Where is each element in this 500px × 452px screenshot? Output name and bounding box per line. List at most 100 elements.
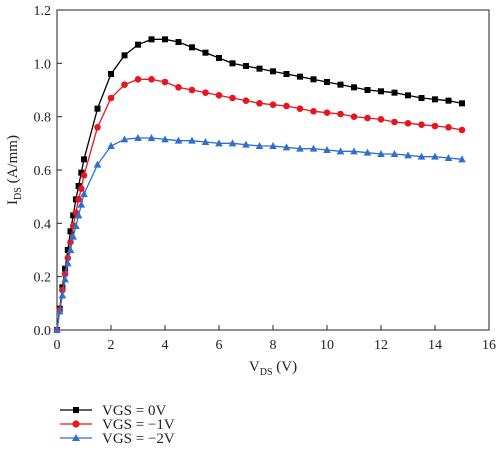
data-point bbox=[108, 71, 114, 77]
series-line-1 bbox=[56, 78, 463, 331]
data-point bbox=[350, 147, 358, 155]
data-point bbox=[458, 155, 466, 163]
data-point bbox=[74, 211, 83, 219]
data-point bbox=[391, 89, 398, 96]
series-line-0 bbox=[56, 38, 463, 331]
data-point bbox=[377, 116, 385, 123]
data-point bbox=[445, 124, 452, 131]
data-point bbox=[58, 291, 67, 299]
data-point bbox=[310, 108, 317, 115]
data-point bbox=[175, 39, 182, 45]
series-line-2 bbox=[56, 137, 463, 331]
legend-triangle-marker bbox=[72, 434, 80, 441]
data-point bbox=[134, 76, 142, 83]
x-tick-label: 6 bbox=[216, 338, 223, 353]
data-point bbox=[364, 114, 371, 122]
data-point bbox=[228, 139, 237, 147]
data-point bbox=[134, 134, 142, 141]
x-axis-title: VDS (V) bbox=[249, 359, 297, 378]
data-point bbox=[202, 49, 209, 56]
x-tick-label: 4 bbox=[162, 338, 169, 353]
data-point bbox=[364, 87, 371, 93]
data-point bbox=[62, 265, 69, 272]
data-point bbox=[337, 110, 344, 118]
legend-label-2: VGS = −2V bbox=[102, 431, 175, 447]
x-axis-title-main: V bbox=[249, 359, 260, 375]
data-point bbox=[255, 142, 264, 149]
data-point bbox=[417, 152, 426, 160]
y-tick-label: 0.0 bbox=[34, 324, 52, 339]
legend-label-1: VGS = −1V bbox=[102, 417, 175, 433]
data-point bbox=[431, 122, 439, 130]
x-tick-label: 0 bbox=[54, 338, 61, 353]
data-point bbox=[297, 73, 303, 80]
data-point bbox=[162, 36, 168, 43]
data-point bbox=[324, 79, 330, 85]
data-point bbox=[55, 307, 64, 315]
data-point bbox=[256, 65, 263, 72]
data-point bbox=[404, 120, 412, 127]
data-point bbox=[310, 76, 317, 83]
data-point bbox=[459, 100, 465, 107]
data-point bbox=[323, 146, 331, 153]
data-point bbox=[337, 81, 344, 88]
data-point bbox=[336, 147, 345, 155]
legend-circle-marker bbox=[72, 420, 80, 428]
y-tick-label: 1.2 bbox=[34, 4, 52, 19]
data-point bbox=[390, 150, 399, 157]
data-point bbox=[121, 81, 128, 88]
data-point bbox=[242, 97, 250, 104]
data-point bbox=[216, 55, 222, 61]
data-point bbox=[148, 36, 155, 43]
data-point bbox=[148, 76, 155, 83]
data-point bbox=[53, 326, 61, 333]
y-axis-title: IDS (A/mm) bbox=[5, 135, 24, 205]
x-axis-title-unit: (V) bbox=[273, 359, 298, 375]
data-point bbox=[201, 138, 210, 145]
data-point bbox=[120, 135, 129, 143]
data-point bbox=[175, 84, 182, 91]
legend-square-marker bbox=[73, 407, 79, 413]
data-point bbox=[243, 63, 249, 69]
x-tick-label: 14 bbox=[428, 338, 442, 353]
data-point bbox=[93, 160, 102, 168]
data-point bbox=[282, 143, 291, 151]
data-point bbox=[67, 228, 74, 235]
data-point bbox=[351, 84, 357, 91]
data-point bbox=[161, 135, 169, 143]
data-point bbox=[296, 105, 304, 112]
y-axis-ticks: 0.0 0.2 0.4 0.6 0.8 1.0 1.2 bbox=[34, 4, 62, 339]
y-tick-label: 1.0 bbox=[34, 57, 52, 72]
data-point bbox=[432, 96, 438, 103]
x-tick-label: 2 bbox=[108, 338, 115, 353]
data-point bbox=[188, 136, 196, 144]
series-1 bbox=[53, 76, 466, 334]
data-point bbox=[161, 78, 169, 86]
legend-entry-0: VGS = 0V bbox=[60, 403, 166, 419]
data-point bbox=[405, 92, 411, 99]
data-point bbox=[363, 148, 372, 156]
data-point bbox=[458, 126, 466, 134]
data-point bbox=[215, 139, 223, 147]
data-point bbox=[75, 183, 82, 189]
data-point bbox=[107, 94, 115, 102]
data-point bbox=[70, 212, 77, 219]
data-point bbox=[188, 86, 196, 94]
data-point bbox=[418, 95, 425, 101]
data-point bbox=[283, 71, 290, 77]
x-axis-title-sub: DS bbox=[260, 367, 273, 378]
y-tick-label: 0.8 bbox=[34, 111, 52, 126]
legend: VGS = 0V VGS = −1V VGS = −2V bbox=[60, 403, 175, 447]
data-point bbox=[215, 92, 223, 99]
series-2 bbox=[53, 134, 466, 333]
data-point bbox=[78, 185, 85, 192]
data-point bbox=[270, 68, 276, 75]
y-tick-label: 0.6 bbox=[34, 164, 52, 179]
data-point bbox=[350, 113, 358, 120]
y-tick-label: 0.2 bbox=[34, 271, 52, 286]
legend-entry-2: VGS = −2V bbox=[60, 431, 175, 447]
data-point bbox=[296, 144, 304, 152]
data-point bbox=[66, 246, 75, 253]
legend-label-0: VGS = 0V bbox=[102, 403, 166, 419]
x-tick-label: 10 bbox=[320, 338, 334, 353]
